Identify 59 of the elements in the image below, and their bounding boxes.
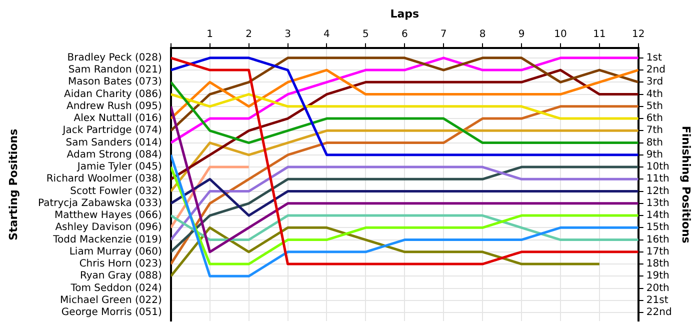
series-label: Aidan Charity (086) [64, 88, 162, 100]
series-label: Matthew Hayes (066) [54, 210, 162, 222]
y-tick-label: 6th [646, 113, 664, 124]
series-label: Adam Strong (084) [66, 149, 162, 160]
y-tick-label: 4th [646, 88, 664, 100]
series-label: Ryan Gray (088) [80, 270, 162, 282]
y-tick-label: 7th [646, 125, 664, 136]
y-tick-label: 18th [646, 258, 670, 270]
series-label: Alex Nuttall (016) [74, 113, 162, 124]
y-tick-label: 1st [646, 52, 662, 64]
y-tick-label: 21st [646, 294, 668, 306]
series-label: Jack Partridge (074) [62, 125, 162, 136]
y-tick-label: 2nd [646, 64, 666, 76]
x-tick-label: 7 [440, 28, 447, 40]
x-tick-label: 5 [362, 28, 369, 40]
series-label: Todd Mackenzie (019) [52, 234, 162, 246]
y-tick-label: 15th [646, 222, 670, 234]
y-tick-label: 16th [646, 234, 670, 246]
series-label: Chris Horn (023) [79, 258, 162, 270]
x-tick-label: 8 [479, 28, 486, 40]
series-label: Sam Sanders (014) [66, 137, 162, 148]
y-tick-label: 11th [646, 174, 670, 185]
text: George Morris (051) [61, 307, 162, 318]
y-tick-label: 8th [646, 137, 664, 148]
y-tick-label: 3rd [646, 76, 664, 88]
y-tick-label: 19th [646, 270, 670, 282]
series-label: Andrew Rush (095) [66, 100, 162, 112]
x-axis-title: Laps [390, 7, 420, 20]
y-tick-label: 22nd [646, 307, 672, 318]
x-tick-label: 12 [632, 28, 645, 40]
y-axis-title: Finishing Positions [680, 126, 693, 244]
text: Michael Green (022) [60, 294, 162, 306]
text: Starting Positions [6, 128, 20, 240]
y-tick-label: 20th [646, 282, 670, 294]
y-tick-label: 14th [646, 210, 670, 222]
series-label: Ashley Davison (096) [55, 222, 162, 234]
series-label: Scott Fowler (032) [70, 186, 162, 197]
series-label: Mason Bates (073) [68, 76, 162, 88]
y-tick-label: 9th [646, 149, 664, 160]
x-tick-label: 4 [324, 28, 330, 40]
y-tick-label: 13th [646, 198, 670, 209]
y-tick-label: 12th [646, 186, 670, 197]
series-label: Richard Woolmer (038) [46, 174, 162, 185]
x-tick-label: 3 [284, 28, 291, 40]
x-tick-label: 11 [593, 28, 606, 40]
x-tick-label: 1 [206, 28, 214, 40]
series-label: Jamie Tyler (045) [76, 162, 162, 173]
x-tick-label: 10 [554, 28, 567, 40]
y-tick-label: 17th [646, 246, 670, 258]
x-tick-label: 2 [246, 28, 252, 40]
series-label: Patrycja Zabawska (033) [38, 198, 162, 209]
x-tick-label: 9 [518, 28, 525, 40]
text: Tom Seddon (024) [70, 282, 162, 294]
y-tick-label: 5th [646, 100, 664, 112]
x-tick-label: 6 [401, 28, 408, 40]
series-label: Bradley Peck (028) [67, 52, 162, 64]
series-label: Sam Randon (021) [68, 64, 162, 76]
y-tick-label: 10th [646, 162, 670, 173]
series-label: Liam Murray (060) [69, 246, 162, 258]
